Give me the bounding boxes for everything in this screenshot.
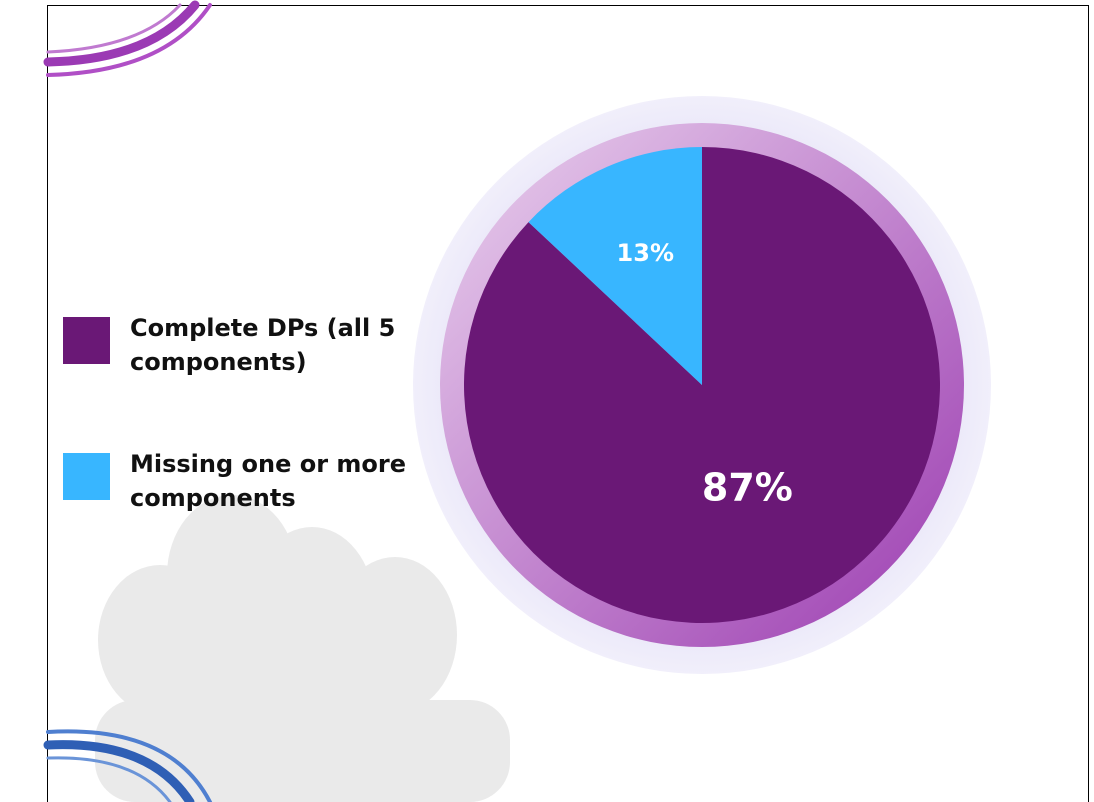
- legend-swatch: [63, 453, 110, 500]
- value-label: 13%: [617, 239, 674, 267]
- pie-slice: [528, 147, 702, 385]
- legend-label: Complete DPs (all 5 components): [130, 314, 396, 376]
- legend-item: Complete DPs (all 5 components): [63, 314, 430, 379]
- blue-brush: [43, 729, 212, 802]
- legend-label: Missing one or more components: [130, 450, 407, 512]
- value-label: 87%: [702, 465, 793, 509]
- legend-item: Missing one or more components: [63, 450, 430, 515]
- legend-swatch: [63, 317, 110, 364]
- purple-brush: [43, 0, 212, 77]
- frame: [47, 5, 1089, 802]
- pie: 87% 13%: [464, 147, 940, 623]
- people-silhouettes: [95, 495, 510, 802]
